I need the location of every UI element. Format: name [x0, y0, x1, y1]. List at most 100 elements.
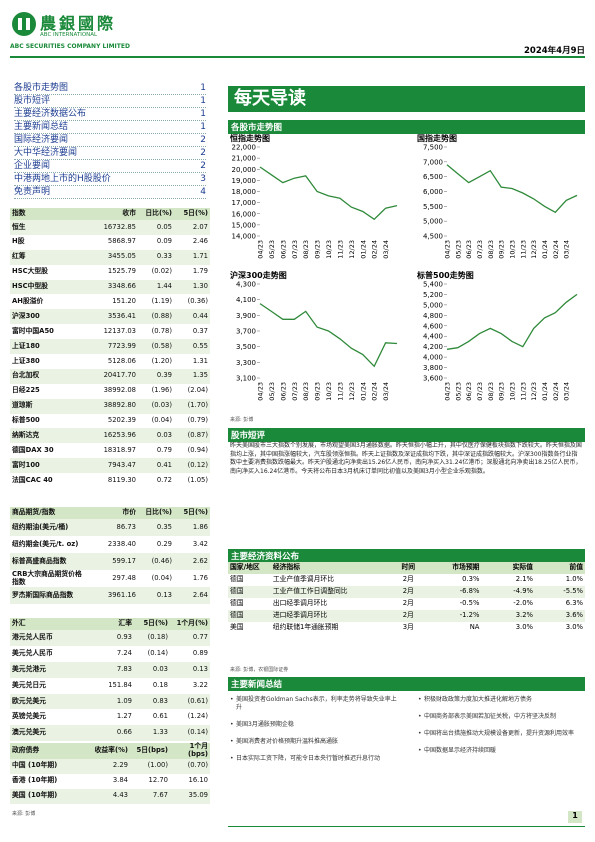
cell: 2.29 — [82, 758, 130, 774]
toc: 各股市走势图 1 股市短评 1 主要经济数据公布 1 主要新闻总结 1 国际经济要闻 2 大中华经济… — [14, 82, 206, 199]
news-item: 美国消费者对价格预期升温料推高通胀 — [230, 738, 400, 746]
cell: H股 — [12, 237, 25, 246]
row: 日经225 38992.08 (1.96) (2.04) — [10, 384, 210, 399]
cell: (0.87) — [174, 428, 210, 444]
line — [259, 303, 398, 368]
header-cell: 汇率 — [86, 618, 134, 630]
header-cell: 收益率(%) — [82, 743, 130, 759]
toc-title: 股市短评 — [14, 96, 51, 106]
cell: (1.20) — [151, 356, 172, 365]
cell: NA — [469, 623, 480, 632]
cell: 恒生 — [10, 220, 86, 235]
cell: 151.84 — [108, 680, 132, 689]
cell: 5868.97 — [107, 237, 136, 246]
cell: 0.41 — [138, 458, 174, 474]
x-tick-label: 03/24 — [382, 382, 390, 401]
row: 美国 纽约联储1年通胀预期 3月 NA 3.0% 3.0% — [228, 622, 585, 634]
row: 标普高盛商品指数 599.17 (0.46) 2.62 — [10, 553, 210, 570]
x-tick-label: 06/23 — [279, 240, 287, 259]
x-tick-label: 05/23 — [454, 240, 462, 259]
news-left: 美国投资者Goldman Sachs表示，利率走势将导致失业率上升美国3月通胀预… — [230, 696, 400, 772]
news-item: 美国投资者Goldman Sachs表示，利率走势将导致失业率上升 — [230, 696, 400, 712]
cell: 1.76 — [192, 573, 208, 582]
cell: (0.94) — [187, 445, 208, 454]
x-tick-label: 06/23 — [465, 240, 473, 259]
x-tick-label: 01/24 — [359, 382, 367, 401]
cell: 38892.80 — [86, 398, 138, 414]
cell: 5128.06 — [107, 356, 136, 365]
chart-title: 标普500走势图 — [416, 270, 474, 280]
row: AH股溢价 151.20 (1.19) (0.36) — [10, 294, 210, 309]
toc-title: 主要新闻总结 — [14, 122, 69, 132]
cell: 2.1% — [515, 575, 533, 584]
row: 上证380 5128.06 (1.20) 1.31 — [10, 354, 210, 369]
cell: 18318.97 — [103, 445, 136, 454]
cell: 2.46 — [192, 237, 208, 246]
x-tick-label: 11/23 — [336, 240, 344, 259]
cell: 香港 (10年期) — [12, 776, 58, 785]
cell: 297.48 — [112, 573, 136, 582]
cell: 工业产值季调月环比 — [272, 575, 334, 584]
cell: -5.5% — [534, 586, 585, 598]
cell: 0.72 — [156, 475, 172, 484]
y-tick-label: 6,000 — [423, 188, 443, 196]
header-cell: 商品期货/指数 — [10, 507, 90, 519]
cell: 2338.40 — [107, 539, 136, 548]
news-item: 中国将出台措施推动大规模设备更新，提升资源利用效率 — [418, 730, 583, 738]
cell: 0.66 — [86, 725, 134, 742]
row: 德国 进口经季调月环比 2月 -1.2% 3.2% 3.6% — [228, 610, 585, 622]
cell: 富时中国A50 — [12, 326, 54, 335]
row: 法国CAC 40 8119.30 0.72 (1.05) — [10, 473, 210, 488]
chart-title: 沪深300走势图 — [230, 270, 287, 280]
header-cell: 指数 — [10, 208, 86, 220]
cell: 上证180 — [10, 339, 86, 355]
cell: 7723.99 — [86, 339, 138, 355]
cell: (1.00) — [130, 758, 170, 774]
x-tick-label: 09/23 — [314, 382, 322, 401]
toc-item: 主要新闻总结 1 — [14, 121, 206, 134]
row: 德国DAX 30 18318.97 0.79 (0.94) — [10, 443, 210, 458]
y-tick-label: 4,100 — [236, 296, 256, 304]
toc-title: 各股市走势图 — [14, 83, 69, 93]
news-item: 日本实际工资下降，可能令日本央行暂时推迟升息行动 — [230, 755, 400, 763]
cell: 2月 — [388, 610, 428, 622]
cell: 上证380 — [12, 356, 40, 365]
company-en: ABC SECURITIES COMPANY LIMITED — [10, 43, 130, 50]
cell: 5202.39 — [107, 416, 136, 425]
y-tick-label: 3,500 — [236, 343, 256, 351]
y-tick-label: 4,800 — [423, 312, 443, 320]
x-tick-label: 08/23 — [302, 382, 310, 401]
cell: 0.37 — [192, 326, 208, 335]
y-tick-label: 4,600 — [423, 322, 443, 330]
cell: 英镑兑美元 — [12, 712, 46, 721]
y-tick-label: 4,200 — [423, 343, 443, 351]
cell: 标普500 — [12, 416, 40, 425]
news-item: 积极财政政策力度加大推进化解地方债务 — [418, 696, 583, 704]
toc-page: 1 — [200, 122, 206, 132]
row: 道琼斯 38892.80 (0.03) (1.70) — [10, 398, 210, 414]
x-tick-label: 01/24 — [541, 240, 549, 259]
header-cell: 时间 — [388, 562, 428, 574]
row: 中国 (10年期) 2.29 (1.00) (0.70) — [10, 758, 210, 774]
row: 美元兑人民币 7.24 (0.14) 0.89 — [10, 646, 210, 662]
x-tick-label: 05/23 — [268, 240, 276, 259]
cell: 35.09 — [170, 788, 210, 804]
cell: 3.2% — [481, 610, 535, 622]
cell: 0.18 — [152, 680, 168, 689]
header-cell: 市价 — [90, 507, 138, 519]
cell: 38992.08 — [103, 386, 136, 395]
x-tick-label: 02/24 — [552, 382, 560, 401]
header-cell: 日比(%) — [138, 507, 174, 519]
cell: (0.46) — [138, 553, 174, 570]
cell: (0.61) — [170, 693, 210, 710]
cell: 沪深300 — [10, 309, 86, 325]
toc-title: 大中华经济要闻 — [14, 148, 78, 158]
cell: 美国 (10年期) — [10, 788, 82, 804]
y-tick-label: 7,500 — [423, 144, 443, 152]
x-tick-label: 05/23 — [454, 382, 462, 401]
chart-title: 国指走势图 — [417, 133, 457, 143]
footer-rule — [228, 826, 585, 827]
cell: 3.42 — [192, 539, 208, 548]
y-tick-label: 3,100 — [236, 375, 256, 383]
toc-item: 各股市走势图 1 — [14, 82, 206, 95]
